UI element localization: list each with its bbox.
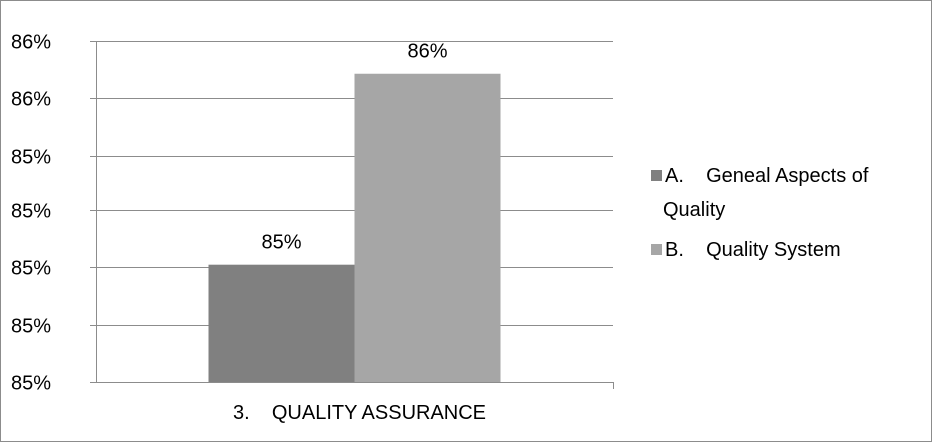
bar-series-1 (354, 73, 501, 383)
legend-label-b: B. Quality System (665, 239, 841, 261)
y-tick-label-2: 85% (11, 258, 51, 280)
legend-item-b: B. Quality System (651, 233, 931, 267)
y-axis-tick-labels: 85% 85% 85% 85% 85% 86% 86% (11, 32, 51, 395)
y-tick-label-4: 85% (11, 147, 51, 169)
bars (208, 73, 501, 383)
legend-item-a: A. Geneal Aspects of Quality (651, 159, 931, 227)
legend: A. Geneal Aspects of Quality B. Quality … (651, 159, 931, 273)
bar-series-0 (208, 264, 355, 382)
y-tick-label-1: 85% (11, 316, 51, 338)
x-tick-label-0: 3. QUALITY ASSURANCE (233, 402, 486, 424)
y-tick-label-5: 86% (11, 89, 51, 111)
data-label-series-0: 85% (261, 232, 301, 254)
y-tick-label-3: 85% (11, 201, 51, 223)
legend-label-a: A. Geneal Aspects of Quality (663, 165, 875, 221)
y-tick-label-6: 86% (11, 32, 51, 54)
data-labels: 85% 86% (261, 41, 447, 254)
axes (90, 41, 614, 389)
legend-swatch-b (651, 244, 662, 255)
data-label-series-1: 86% (407, 41, 447, 63)
legend-swatch-a (651, 170, 662, 181)
y-tick-label-0: 85% (11, 373, 51, 395)
x-axis-tick-labels: 3. QUALITY ASSURANCE (233, 402, 486, 424)
